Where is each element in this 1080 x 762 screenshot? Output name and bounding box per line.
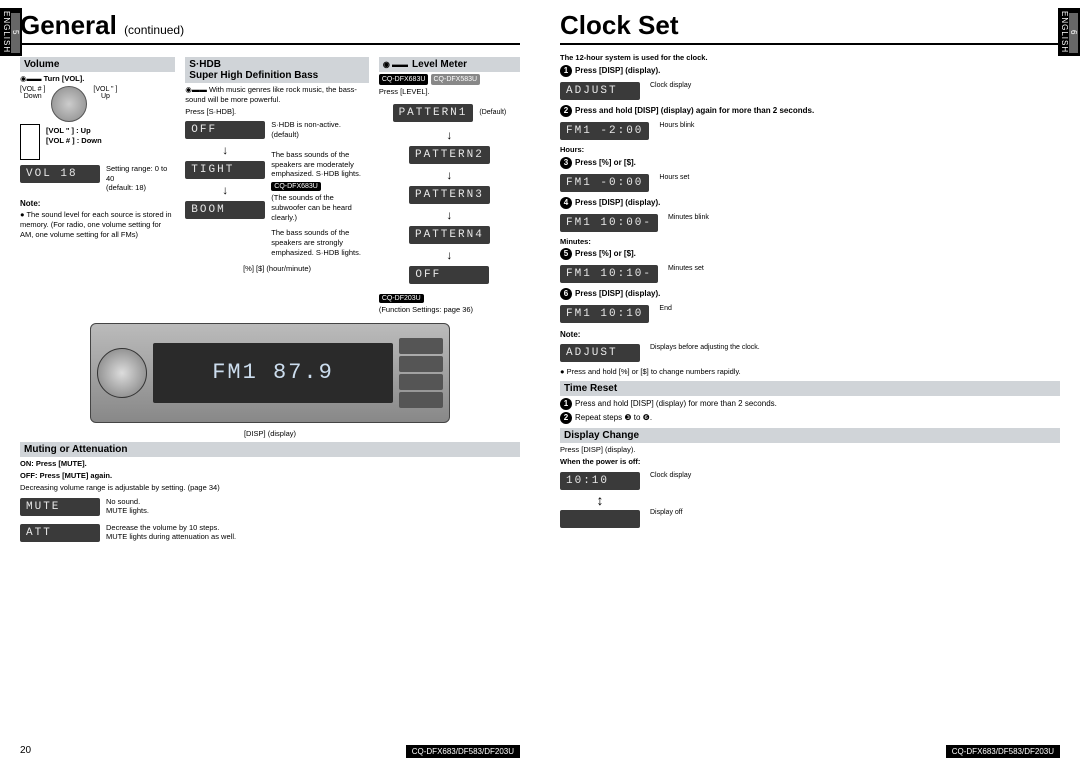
lcd-shdb-boom: BOOM: [185, 201, 265, 219]
lcd-clock-step: FM1 10:00-: [560, 214, 658, 232]
clock-step: 2Press and hold [DISP] (display) again f…: [560, 105, 1060, 117]
hint-hourminute: [%] [$] (hour/minute): [185, 264, 369, 274]
section-time-reset: Time Reset: [560, 381, 1060, 396]
remote-labels: [VOL " ] : Up [VOL # ] : Down: [46, 126, 102, 146]
lcd-display-off: [560, 510, 640, 528]
radio-screen: FM1 87.9: [153, 343, 393, 403]
model-badge: CQ-DF203U: [379, 294, 424, 303]
footer-models: CQ-DFX683/DF583/DF203U: [946, 745, 1060, 758]
lcd-shdb-tight: TIGHT: [185, 161, 265, 179]
volume-knob-icon: [51, 86, 87, 122]
clock-intro: The 12-hour system is used for the clock…: [560, 53, 1060, 63]
lcd-clock-step: FM1 -2:00: [560, 122, 649, 140]
right-page: ENGLISH6 Clock Set The 12-hour system is…: [540, 0, 1080, 762]
when-power-off: When the power is off:: [560, 457, 1060, 467]
volume-note: ● The sound level for each source is sto…: [20, 210, 175, 239]
section-level: Level Meter: [379, 57, 520, 72]
note-label: Note:: [20, 199, 175, 208]
shdb-press: Press [S·HDB].: [185, 107, 369, 117]
arrow-down-icon: ↓: [222, 184, 228, 196]
muting-on: ON: Press [MUTE].: [20, 459, 520, 469]
muting-off: OFF: Press [MUTE] again.: [20, 471, 520, 481]
lcd-clock-step: ADJUST: [560, 82, 640, 100]
lcd-pattern2: PATTERN2: [409, 146, 490, 164]
lcd-adjust-note: ADJUST: [560, 344, 640, 362]
clock-step: 5Press [%] or [$].: [560, 248, 1060, 260]
step-subheading: Minutes:: [560, 237, 1060, 247]
side-tab-left: ENGLISH5: [0, 8, 22, 56]
muting-range: Decreasing volume range is adjustable by…: [20, 483, 520, 493]
lcd-pattern4: PATTERN4: [409, 226, 490, 244]
level-press: Press [LEVEL].: [379, 87, 520, 97]
vol-down-label: [VOL # ]: [20, 86, 45, 93]
lcd-clock-step: FM1 10:10-: [560, 265, 658, 283]
lcd-level-off: OFF: [409, 266, 489, 284]
disp-label: [DISP] (display): [20, 429, 520, 439]
display-change-press: Press [DISP] (display).: [560, 445, 1060, 455]
clock-step: 1Press [DISP] (display).: [560, 65, 1060, 77]
lcd-pattern1: PATTERN1: [393, 104, 474, 122]
step-subheading: Hours:: [560, 145, 1060, 155]
clock-note: ● Press and hold [%] or [$] to change nu…: [560, 367, 1060, 377]
lcd-clock-step: FM1 10:10: [560, 305, 649, 323]
page-title-right: Clock Set: [560, 10, 1060, 45]
section-muting: Muting or Attenuation: [20, 442, 520, 457]
car-stereo-illustration: FM1 87.9: [90, 323, 450, 423]
left-page: ENGLISH5 General (continued) Volume ◉▬▬ …: [0, 0, 540, 762]
section-shdb: S·HDB Super High Definition Bass: [185, 57, 369, 83]
volume-turn: ◉▬▬ Turn [VOL].: [20, 74, 175, 84]
lcd-clock: 10:10: [560, 472, 640, 490]
shdb-intro: ◉▬▬ With music genres like rock music, t…: [185, 85, 369, 105]
lcd-att: ATT: [20, 524, 100, 542]
vol-up-label: [VOL " ]: [93, 86, 117, 93]
lcd-clock-step: FM1 -0:00: [560, 174, 649, 192]
level-badges: CQ-DFX683U CQ-DFX583U: [379, 74, 520, 85]
page-title-left: General (continued): [20, 10, 520, 45]
note-label: Note:: [560, 330, 1060, 339]
arrow-updown-icon: ↕: [597, 493, 604, 507]
model-badge: CQ-DFX683U: [271, 182, 321, 191]
section-display-change: Display Change: [560, 428, 1060, 443]
arrow-down-icon: ↓: [222, 144, 228, 156]
page-number: 20: [20, 745, 31, 756]
section-volume: Volume: [20, 57, 175, 72]
clock-step: 6Press [DISP] (display).: [560, 288, 1060, 300]
remote-icon: [20, 124, 40, 160]
lcd-shdb-off: OFF: [185, 121, 265, 139]
level-fs: (Function Settings: page 36): [379, 305, 520, 315]
clock-step: 4Press [DISP] (display).: [560, 197, 1060, 209]
time-reset-step2: 2Repeat steps ❸ to ❻.: [560, 412, 1060, 424]
time-reset-step1: 1Press and hold [DISP] (display) for mor…: [560, 398, 1060, 410]
lcd-pattern3: PATTERN3: [409, 186, 490, 204]
clock-step: 3Press [%] or [$].: [560, 157, 1060, 169]
radio-knob-icon: [97, 348, 147, 398]
lcd-vol: VOL 18: [20, 165, 100, 183]
side-tab-right: ENGLISH6: [1058, 8, 1080, 56]
footer-models: CQ-DFX683/DF583/DF203U: [406, 745, 520, 758]
radio-buttons-icon: [399, 338, 443, 408]
lcd-mute: MUTE: [20, 498, 100, 516]
